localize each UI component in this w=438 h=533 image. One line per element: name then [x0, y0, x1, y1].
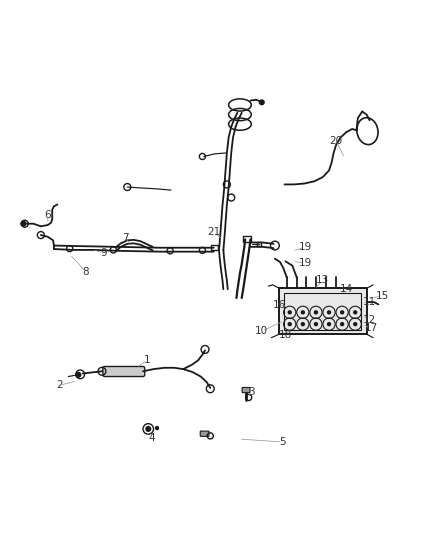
Text: 19: 19 [299, 258, 312, 268]
Text: 19: 19 [299, 242, 312, 252]
Circle shape [300, 310, 305, 314]
Text: 16: 16 [272, 300, 286, 310]
Text: 8: 8 [82, 266, 89, 277]
Text: 2: 2 [57, 380, 63, 390]
Bar [244, 236, 251, 243]
Circle shape [327, 310, 331, 314]
Text: 21: 21 [207, 228, 220, 237]
Text: 15: 15 [376, 291, 389, 301]
FancyBboxPatch shape [242, 387, 250, 393]
Circle shape [314, 310, 318, 314]
Circle shape [300, 322, 305, 326]
Text: 18: 18 [279, 330, 292, 341]
Circle shape [353, 322, 357, 326]
Circle shape [75, 372, 81, 378]
Text: 14: 14 [340, 284, 353, 294]
Circle shape [340, 322, 344, 326]
Circle shape [340, 310, 344, 314]
Circle shape [288, 322, 292, 326]
Text: 17: 17 [364, 324, 378, 334]
Text: 12: 12 [363, 315, 376, 325]
Circle shape [288, 310, 292, 314]
Circle shape [155, 426, 159, 430]
Circle shape [20, 221, 26, 227]
Bar [257, 241, 261, 246]
Text: 5: 5 [279, 437, 286, 447]
FancyBboxPatch shape [103, 367, 145, 376]
Text: 13: 13 [316, 276, 329, 286]
Bar [285, 293, 361, 330]
Text: 3: 3 [248, 387, 255, 397]
FancyBboxPatch shape [200, 431, 209, 437]
Text: 6: 6 [45, 210, 51, 220]
Text: 20: 20 [329, 136, 343, 146]
Text: 7: 7 [122, 233, 128, 243]
Circle shape [145, 426, 151, 432]
Text: 4: 4 [148, 433, 155, 442]
Bar [279, 288, 367, 334]
Text: 9: 9 [100, 247, 106, 257]
Text: 10: 10 [255, 326, 268, 336]
Circle shape [327, 322, 331, 326]
Circle shape [259, 99, 265, 106]
Text: 11: 11 [363, 297, 376, 308]
Circle shape [353, 310, 357, 314]
Text: 1: 1 [144, 356, 150, 365]
Bar [211, 245, 218, 251]
Circle shape [314, 322, 318, 326]
